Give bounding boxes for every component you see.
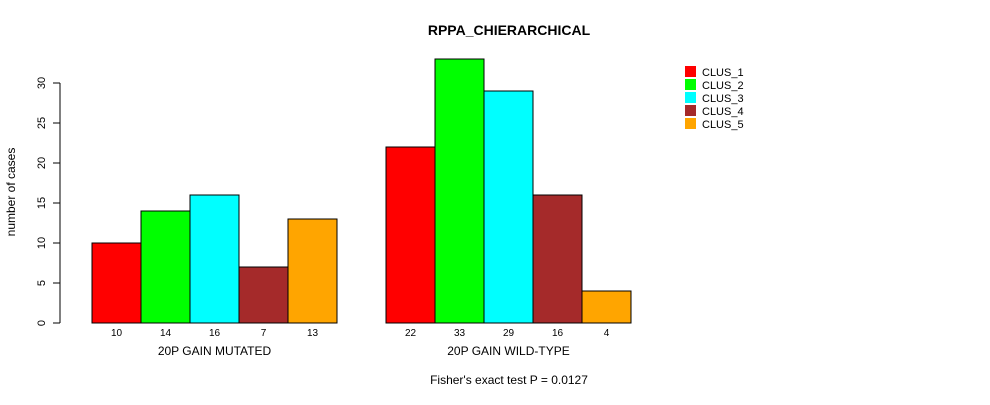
legend-swatch xyxy=(685,105,696,116)
legend-label: CLUS_4 xyxy=(702,106,744,118)
legend-swatch xyxy=(685,92,696,103)
fisher-test-footnote: Fisher's exact test P = 0.0127 xyxy=(430,373,588,387)
y-tick-label: 15 xyxy=(36,197,48,209)
bar-value-label: 16 xyxy=(552,328,564,339)
y-tick-label: 5 xyxy=(36,280,48,286)
bar-clus-1 xyxy=(385,146,436,324)
legend-swatch xyxy=(685,118,696,129)
chart-title: RPPA_CHIERARCHICAL xyxy=(428,22,591,38)
bar-value-label: 22 xyxy=(405,328,417,339)
bar-value-labels: 10 14 16 7 13 22 33 29 16 4 xyxy=(111,328,610,339)
bar-clus-4 xyxy=(532,194,583,324)
bar-clus-2 xyxy=(140,210,191,324)
y-tick-label: 0 xyxy=(36,320,48,326)
bar-value-label: 16 xyxy=(209,328,221,339)
y-tick-label: 20 xyxy=(36,157,48,169)
bar-clus-4 xyxy=(238,266,289,324)
legend-label: CLUS_1 xyxy=(702,67,744,79)
bar-clus-3 xyxy=(483,90,534,324)
bar-value-label: 13 xyxy=(307,328,319,339)
group-label: 20P GAIN MUTATED xyxy=(158,344,272,358)
bar-value-label: 29 xyxy=(503,328,515,339)
legend-label: CLUS_3 xyxy=(702,93,744,105)
bar-value-label: 10 xyxy=(111,328,123,339)
legend-label: CLUS_2 xyxy=(702,80,744,92)
group-labels: 20P GAIN MUTATED 20P GAIN WILD-TYPE xyxy=(158,344,570,358)
y-tick-label: 10 xyxy=(36,237,48,249)
y-tick-label: 30 xyxy=(36,77,48,89)
legend-swatch xyxy=(685,66,696,77)
bars-layer xyxy=(91,58,632,324)
bar-value-label: 7 xyxy=(261,328,267,339)
bar-value-label: 14 xyxy=(160,328,172,339)
y-axis: 0 5 10 15 20 25 30 xyxy=(36,77,61,326)
y-axis-label: number of cases xyxy=(4,148,18,237)
legend-label: CLUS_5 xyxy=(702,119,744,131)
bar-clus-3 xyxy=(189,194,240,324)
group-label: 20P GAIN WILD-TYPE xyxy=(447,344,569,358)
legend-swatch xyxy=(685,79,696,90)
bar-clus-1 xyxy=(91,242,142,324)
bar-clus-5 xyxy=(287,218,338,324)
bar-clus-5 xyxy=(581,290,632,324)
bar-value-label: 33 xyxy=(454,328,466,339)
bar-clus-2 xyxy=(434,58,485,324)
bar-value-label: 4 xyxy=(604,328,610,339)
y-tick-label: 25 xyxy=(36,117,48,129)
